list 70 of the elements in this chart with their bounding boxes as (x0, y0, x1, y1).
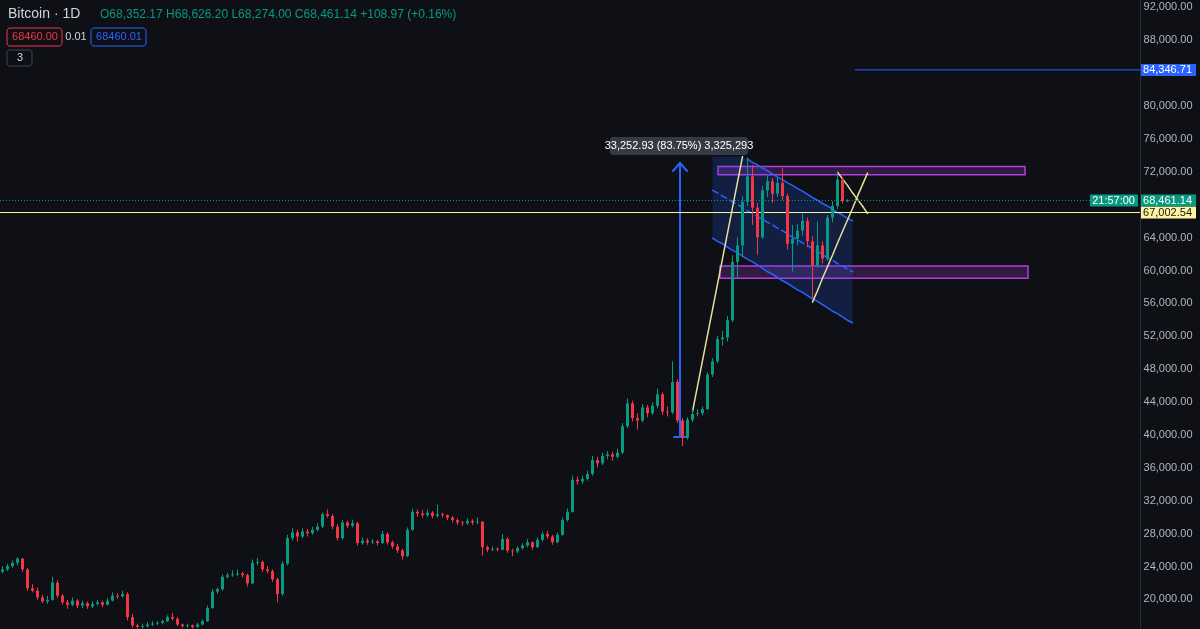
candlestick (776, 176, 779, 198)
candlestick (801, 212, 804, 237)
ref-line-label: 67,002.54 (1143, 205, 1192, 218)
candlestick (716, 335, 719, 364)
line-series (711, 237, 854, 324)
candlestick (686, 416, 689, 440)
candlestick (711, 357, 714, 378)
candlestick (251, 559, 254, 585)
candlestick (51, 576, 54, 602)
candlestick (771, 177, 774, 204)
annotation: 0.01 (65, 30, 87, 42)
line-series (711, 189, 854, 273)
candlestick (726, 315, 729, 343)
y-tick-label: 76,000.00 (1143, 132, 1193, 145)
candlestick (736, 236, 739, 279)
candlestick (356, 521, 359, 547)
candlestick (561, 517, 564, 537)
y-tick-label: 92,000.00 (1143, 0, 1193, 13)
ref-line-label: 68,461.14 (1143, 193, 1192, 206)
y-tick-label: 64,000.00 (1143, 230, 1193, 243)
text: O68,352.17 H68,626.20 L68,274.00 C68,461.14 +108.97 (+0.16%) (100, 7, 457, 21)
y-tick-label: 40,000.00 (1143, 428, 1193, 441)
y-tick-label: 44,000.00 (1143, 395, 1193, 408)
candlestick (796, 223, 799, 246)
candlestick (436, 503, 439, 519)
y-tick-label: 32,000.00 (1143, 493, 1193, 506)
candlestick (806, 216, 809, 248)
y-tick-label: 72,000.00 (1143, 164, 1193, 177)
y-tick-label: 24,000.00 (1143, 559, 1193, 572)
candlestick (831, 200, 834, 223)
candlestick (681, 417, 684, 447)
y-tick-label: 36,000.00 (1143, 460, 1193, 473)
candlestick (26, 567, 29, 592)
y-tick-label: 80,000.00 (1143, 99, 1193, 112)
y-tick-label: 88,000.00 (1143, 33, 1193, 46)
candlestick (126, 591, 129, 621)
y-tick-label: 56,000.00 (1143, 296, 1193, 309)
ref-line-label: 84,346.71 (1143, 62, 1192, 75)
annotation: 3 (16, 51, 24, 63)
y-tick-label: 48,000.00 (1143, 362, 1193, 375)
line-series (691, 155, 744, 413)
y-tick-label: 20,000.00 (1143, 592, 1193, 605)
candlestick (656, 388, 659, 409)
candlestick (781, 167, 784, 201)
y-tick-label: 52,000.00 (1143, 329, 1193, 342)
candlestick (411, 508, 414, 532)
candlestick (276, 577, 279, 603)
candlestick (641, 403, 644, 423)
candlestick (626, 397, 629, 429)
candlestick (816, 221, 819, 269)
candlestick (811, 235, 814, 299)
candlestick (841, 176, 844, 204)
annotation: 33,252.93 (83.75%) 3,325,293 (604, 139, 754, 151)
line-series (811, 172, 869, 303)
candlestick (341, 519, 344, 541)
candlestick (766, 175, 769, 198)
candlestick (591, 455, 594, 477)
y-tick-label: 60,000.00 (1143, 263, 1193, 276)
candlestick (631, 400, 634, 422)
candlestick (821, 240, 824, 265)
candlestick (661, 392, 664, 416)
chart-title: Bitcoin · 1D (8, 5, 81, 21)
annotation: 21:57:00 (1092, 193, 1135, 206)
y-tick-label: 28,000.00 (1143, 526, 1193, 539)
candlestick (56, 579, 59, 599)
annotation: 68460.01 (96, 30, 142, 42)
candlestick (211, 588, 214, 610)
line-series (746, 158, 854, 222)
candlestick (791, 224, 794, 273)
annotation: 68460.00 (12, 30, 58, 42)
